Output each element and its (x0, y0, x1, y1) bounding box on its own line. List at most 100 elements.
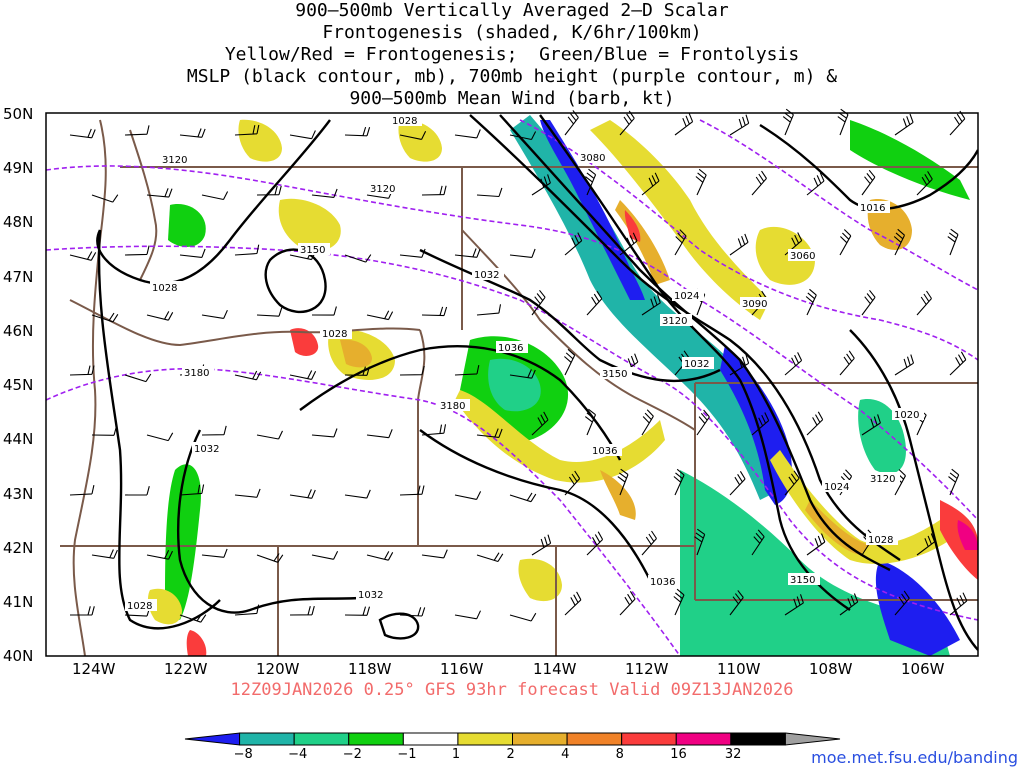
wind-barb (894, 354, 915, 376)
wind-barb (641, 409, 654, 436)
colorbar-label: 8 (616, 747, 624, 762)
colorbar-swatch (348, 732, 404, 746)
wind-barb (454, 248, 481, 258)
wind-barb (947, 228, 959, 256)
wind-barb (674, 229, 687, 256)
wind-barb (564, 232, 583, 256)
map-title: 900–500mb Vertically Averaged 2–D Scalar… (0, 0, 1024, 110)
lat-label: 44N (3, 430, 33, 448)
wind-barb (69, 251, 97, 261)
wind-barb (839, 593, 859, 616)
frontogenesis-red-east (940, 500, 978, 580)
wind-barb (564, 470, 581, 496)
mslp-label: 1036 (498, 343, 523, 354)
height-contour-3060 (699, 119, 978, 291)
wind-barb (311, 428, 338, 438)
wind-barb (476, 552, 504, 563)
wind-barb (146, 188, 173, 198)
lat-label: 47N (3, 268, 33, 286)
wind-barb (234, 124, 260, 136)
mslp-label: 1020 (894, 410, 919, 421)
wind-barb (694, 528, 706, 556)
mslp-label: 1032 (684, 359, 709, 370)
frontogenesis-yellow-n (238, 119, 282, 162)
lat-label: 50N (3, 105, 33, 123)
wind-barb (421, 185, 447, 196)
wind-barb (289, 370, 317, 380)
border-wa-or (69, 299, 421, 347)
colorbar-label: −2 (343, 747, 362, 762)
wind-barb (564, 591, 582, 616)
wind-barb (839, 350, 855, 376)
wind-barb (531, 289, 546, 316)
mslp-contour-closed-s (378, 612, 420, 640)
colorbar-label: −4 (288, 747, 307, 762)
frontogenesis-shading (147, 115, 978, 656)
mslp-contour-1032-band (539, 114, 851, 611)
colorbar-swatch (184, 732, 241, 746)
site-link[interactable]: moe.met.fsu.edu/banding (811, 748, 1018, 767)
colorbar-label: 4 (561, 747, 569, 762)
title-line-4: MSLP (black contour, mb), 700mb height (… (186, 66, 838, 87)
mslp-contour-1028-sw (97, 229, 221, 630)
wind-barb (421, 424, 447, 436)
wind-barb (366, 551, 394, 561)
colorbar-swatch (457, 732, 513, 746)
frontogenesis-red-nw (290, 328, 319, 356)
lat-label: 40N (3, 647, 33, 665)
mslp-contour-1036-central (299, 345, 622, 461)
wind-barb (674, 113, 694, 136)
colorbar-label: 16 (670, 747, 687, 762)
mslp-contour-1024-band (469, 114, 901, 561)
coastline-pacific (72, 119, 107, 656)
wind-barb (91, 312, 119, 323)
wind-barb (454, 610, 481, 620)
wind-barb (893, 228, 905, 256)
mslp-label: 1024 (824, 482, 849, 493)
wind-barbs (69, 108, 968, 623)
wind-barb (509, 492, 537, 503)
colorbar-swatch (675, 732, 732, 746)
wind-barb (585, 168, 597, 196)
mslp-label: 1028 (322, 329, 347, 340)
wind-barb (344, 366, 370, 376)
wind-barb (179, 613, 207, 623)
latitude-axis: 50N 49N 48N 47N 46N 45N 44N 43N 42N 41N … (3, 105, 33, 665)
wind-barb (399, 248, 426, 258)
colorbar-swatch (784, 732, 841, 746)
wind-barb (949, 110, 966, 136)
wind-barb (124, 245, 150, 256)
wind-barb (894, 113, 914, 136)
colorbar: −8 −4 −2 −1 1 2 4 8 16 32 (184, 732, 841, 762)
wind-barb (256, 553, 284, 563)
wind-barb (366, 429, 393, 439)
wind-barb (311, 550, 339, 560)
wind-barb (673, 468, 685, 496)
wind-barb (124, 373, 152, 383)
wind-barb (476, 304, 502, 316)
wind-barb (344, 126, 371, 137)
wind-barb (509, 131, 537, 141)
mslp-label: 1032 (194, 444, 219, 455)
mslp-label: 1032 (474, 270, 499, 281)
height-label: 3060 (790, 251, 815, 262)
wind-barb (784, 470, 800, 496)
wind-barb (531, 174, 551, 196)
wind-barb (916, 533, 936, 556)
map-frame (45, 112, 979, 657)
wind-barb (509, 248, 536, 258)
wind-barb (311, 306, 337, 316)
frontogenesis-red-sw (186, 630, 207, 656)
height-label: 3180 (440, 401, 465, 412)
wind-barb (234, 244, 260, 256)
lon-label: 110W (717, 660, 761, 678)
height-contour-3150 (46, 245, 978, 621)
lat-label: 49N (3, 159, 33, 177)
frontolysis-green-ne (850, 120, 970, 200)
wind-barb (839, 229, 852, 256)
frontogenesis-band-north (590, 120, 770, 320)
wind-barb (421, 306, 448, 317)
lon-label: 114W (533, 660, 577, 678)
colorbar-swatch (512, 732, 568, 746)
